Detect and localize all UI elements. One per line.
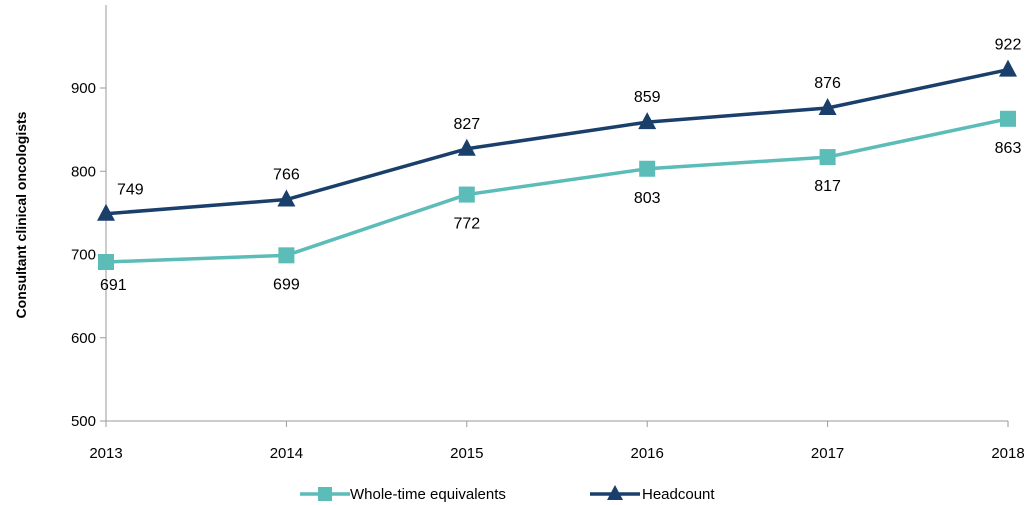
data-label: 766 [273,167,300,184]
data-label: 859 [634,89,661,106]
data-label: 772 [453,216,480,233]
y-tick-label: 500 [71,413,96,430]
data-point-marker [98,254,114,270]
x-tick-label: 2016 [631,445,664,462]
data-label: 922 [995,37,1022,54]
y-tick-label: 900 [71,80,96,97]
series-layer: 691 699 772 803 817 863 749 766 827 859 876 922 [97,37,1021,294]
y-tick-label: 600 [71,330,96,347]
legend-label: Whole-time equivalents [350,486,506,503]
series-line [106,70,1008,214]
data-point-marker [820,149,836,165]
series-headcount: 749 766 827 859 876 922 [97,37,1021,221]
data-point-marker [999,60,1017,77]
x-tick-label: 2017 [811,445,844,462]
y-tick-label: 700 [71,247,96,264]
x-tick-label: 2013 [89,445,122,462]
data-point-marker [459,187,475,203]
legend-label: Headcount [642,486,715,503]
series-line [106,119,1008,262]
data-label: 817 [814,178,841,195]
data-label: 691 [100,277,127,294]
data-label: 699 [273,276,300,293]
legend-item-headcount: Headcount [590,485,715,503]
legend-marker [318,487,332,501]
data-point-marker [1000,111,1016,127]
y-axis-label: Consultant clinical oncologists [13,111,29,318]
x-tick-label: 2018 [991,445,1024,462]
data-label: 863 [995,140,1022,157]
data-point-marker [278,247,294,263]
data-label: 876 [814,75,841,92]
data-point-marker [639,161,655,177]
data-label: 803 [634,190,661,207]
y-tick-label: 800 [71,163,96,180]
chart-legend: Whole-time equivalents Headcount [300,485,715,503]
x-tick-label: 2014 [270,445,303,462]
chart-axes: 500 600 700 800 900 2013 2014 2015 2016 2017 2018 [71,5,1025,462]
legend-item-whole-time-equivalents: Whole-time equivalents [300,486,506,503]
data-label: 827 [453,116,480,133]
x-tick-label: 2015 [450,445,483,462]
data-label: 749 [117,182,144,199]
